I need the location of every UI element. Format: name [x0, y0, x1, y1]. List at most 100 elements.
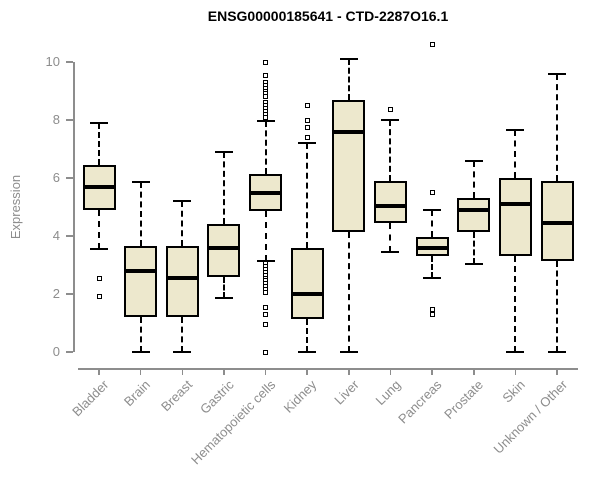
x-tick-label: Gastric — [196, 377, 237, 417]
box — [373, 180, 407, 223]
upper-whisker-cap — [548, 72, 567, 75]
y-tick-label: 10 — [45, 54, 60, 69]
upper-whisker-line — [347, 59, 350, 100]
box — [165, 246, 199, 318]
lower-whisker-cap — [423, 277, 442, 280]
upper-whisker-cap — [173, 200, 192, 203]
lower-whisker-line — [222, 276, 225, 299]
upper-whisker-line — [98, 122, 100, 165]
outlier-point — [429, 42, 435, 48]
lower-whisker-line — [264, 211, 267, 261]
lower-whisker-cap — [173, 351, 192, 353]
lower-whisker-cap — [506, 351, 525, 353]
upper-whisker-line — [472, 160, 475, 199]
outlier-point — [429, 311, 435, 317]
outlier-point — [263, 311, 269, 317]
y-axis-tick — [66, 61, 73, 63]
x-tick-label: Brain — [121, 377, 154, 410]
lower-whisker-line — [431, 256, 434, 279]
outlier-point — [304, 103, 310, 108]
x-axis-tick — [139, 368, 142, 375]
x-tick-label: Bladder — [69, 377, 112, 420]
upper-whisker-cap — [214, 150, 233, 153]
median-line — [165, 276, 199, 281]
upper-whisker-cap — [381, 119, 400, 121]
outlier-point — [263, 321, 269, 327]
box — [332, 99, 366, 232]
x-tick-label: Kidney — [281, 377, 320, 416]
outlier-point — [263, 304, 269, 310]
lower-whisker-cap — [381, 250, 400, 253]
lower-whisker-line — [98, 209, 100, 250]
x-axis-tick — [389, 368, 392, 375]
upper-whisker-cap — [339, 58, 358, 61]
box — [457, 198, 491, 232]
outlier-point — [263, 72, 269, 78]
outlier-point — [263, 114, 269, 120]
median-line — [82, 184, 116, 189]
box — [290, 247, 324, 319]
y-axis-tick — [66, 177, 73, 179]
x-axis-tick — [431, 368, 433, 375]
y-axis-tick — [66, 293, 73, 295]
x-tick-label: Liver — [330, 377, 362, 408]
lower-whisker-cap — [256, 259, 275, 262]
upper-whisker-cap — [423, 208, 442, 211]
x-axis-tick — [556, 368, 558, 375]
lower-whisker-line — [306, 318, 309, 352]
x-axis-line — [78, 368, 578, 370]
outlier-point — [263, 94, 269, 100]
x-axis-tick — [348, 368, 350, 375]
outlier-point — [304, 134, 310, 140]
upper-whisker-cap — [506, 129, 525, 132]
box — [540, 180, 574, 261]
median-line — [373, 203, 407, 208]
outlier-point — [263, 59, 269, 65]
outlier-point — [304, 117, 310, 123]
lower-whisker-cap — [548, 351, 567, 353]
upper-whisker-cap — [298, 142, 317, 145]
median-line — [415, 245, 449, 250]
box — [124, 246, 158, 318]
upper-whisker-cap — [90, 121, 108, 124]
upper-whisker-cap — [464, 159, 483, 162]
lower-whisker-line — [139, 317, 142, 352]
upper-whisker-line — [514, 130, 517, 178]
upper-whisker-line — [181, 201, 184, 247]
x-axis-tick — [473, 368, 475, 375]
median-line — [457, 207, 491, 212]
outlier-point — [263, 290, 269, 296]
upper-whisker-line — [389, 120, 392, 181]
y-axis-tick — [66, 119, 73, 121]
x-tick-label: Lung — [372, 377, 404, 409]
upper-whisker-line — [556, 73, 559, 181]
box — [207, 224, 241, 277]
x-tick-label: Skin — [499, 377, 529, 406]
outlier-point — [304, 124, 310, 130]
median-line — [124, 268, 158, 273]
lower-whisker-cap — [298, 351, 317, 353]
x-axis-tick — [514, 368, 517, 375]
median-line — [498, 202, 532, 207]
x-axis-tick — [223, 368, 225, 375]
outlier-point — [387, 107, 393, 113]
outlier-point — [96, 294, 102, 300]
y-axis-tick — [66, 235, 73, 237]
median-line — [540, 220, 574, 225]
lower-whisker-line — [514, 256, 517, 352]
y-tick-label: 8 — [52, 112, 60, 127]
upper-whisker-line — [264, 121, 267, 174]
x-axis-tick — [306, 368, 308, 375]
lower-whisker-line — [389, 222, 392, 252]
x-axis-tick — [181, 368, 184, 375]
chart-title: ENSG00000185641 - CTD-2287O16.1 — [207, 8, 449, 24]
lower-whisker-line — [472, 231, 475, 264]
y-axis-label: Expression — [8, 174, 23, 240]
lower-whisker-cap — [90, 248, 108, 251]
x-tick-label: Unknown / Other — [490, 377, 570, 457]
median-line — [249, 190, 283, 195]
lower-whisker-cap — [464, 262, 483, 265]
y-tick-label: 2 — [52, 286, 60, 301]
upper-whisker-line — [306, 143, 309, 248]
